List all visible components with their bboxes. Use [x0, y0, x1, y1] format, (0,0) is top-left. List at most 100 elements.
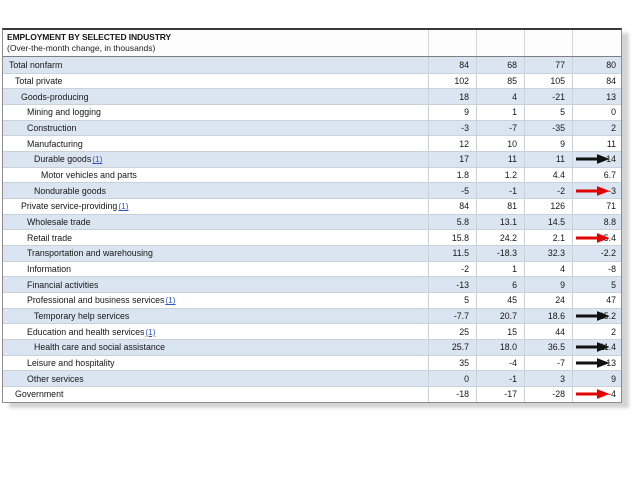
column-header-cell-4 — [573, 30, 621, 56]
value-month-4: 80 — [606, 59, 616, 70]
value-cell-month-2: 13.1 — [477, 214, 525, 230]
value-month-4: 11 — [606, 138, 616, 149]
industry-label-cell: Transportation and warehousing — [3, 246, 429, 261]
value-month-2: 6 — [512, 279, 517, 290]
industry-label: Motor vehicles and parts — [41, 170, 137, 181]
value-cell-month-1: 1.8 — [429, 167, 477, 183]
industry-label: Total private — [15, 76, 63, 86]
value-cell-month-4: 14 — [573, 152, 621, 167]
value-cell-month-4: 2 — [573, 324, 621, 339]
table-row: Information -2 1 4 -8 — [3, 260, 621, 277]
value-month-4: 71 — [606, 201, 616, 212]
value-cell-month-3: 9 — [525, 136, 573, 152]
industry-label-cell: Financial activities — [3, 277, 429, 293]
industry-label: Professional and business services — [27, 295, 165, 306]
value-cell-month-2: 81 — [477, 199, 525, 214]
industry-label: Other services — [27, 373, 84, 384]
value-cell-month-2: 4 — [477, 89, 525, 105]
value-cell-month-2: 1.2 — [477, 167, 525, 183]
value-cell-month-4: 5 — [573, 277, 621, 292]
value-month-1: 25 — [459, 326, 469, 337]
value-cell-month-4: 11 — [573, 136, 621, 151]
industry-label: Mining and logging — [27, 107, 101, 118]
industry-label: Health care and social assistance — [34, 342, 166, 353]
value-month-1: 11.5 — [452, 248, 469, 259]
value-month-1: 84 — [459, 201, 469, 212]
value-month-1: 25.7 — [451, 342, 469, 353]
industry-label-cell: Education and health services (1) — [3, 324, 429, 340]
trend-arrow-icon — [576, 185, 610, 196]
value-cell-month-2: 15 — [477, 324, 525, 340]
value-cell-month-1: 9 — [429, 105, 477, 120]
footnote-link[interactable]: (1) — [145, 326, 156, 337]
value-cell-month-3: -2 — [525, 183, 573, 199]
industry-label-cell: Retail trade — [3, 230, 429, 246]
footnote-link[interactable]: (1) — [165, 295, 176, 306]
value-month-1: 5 — [464, 295, 469, 306]
value-month-2: -7 — [509, 123, 517, 134]
value-cell-month-3: -7 — [525, 355, 573, 371]
table-row: Nondurable goods -5 -1 -2 -3 — [3, 182, 621, 199]
industry-label-cell: Construction — [3, 120, 429, 136]
industry-label: Construction — [27, 123, 77, 134]
table-row: Education and health services (1) 25 15 4… — [3, 323, 621, 340]
value-month-1: -5 — [461, 185, 469, 196]
value-cell-month-1: 5 — [429, 293, 477, 308]
industry-label-cell: Total private — [3, 73, 429, 89]
industry-label-cell: Motor vehicles and parts — [3, 167, 429, 183]
industry-label-cell: Private service-providing (1) — [3, 199, 429, 214]
value-cell-month-4: 2 — [573, 121, 621, 136]
footnote-link[interactable]: (1) — [92, 154, 103, 165]
industry-label-cell: Information — [3, 261, 429, 277]
value-month-1: 5.8 — [456, 217, 469, 228]
industry-label-cell: Nondurable goods — [3, 183, 429, 199]
table-header-label-cell: EMPLOYMENT BY SELECTED INDUSTRY (Over-th… — [3, 30, 429, 56]
value-cell-month-3: -21 — [525, 89, 573, 105]
value-cell-month-4: 25.2 — [573, 309, 621, 324]
industry-label: Nondurable goods — [34, 185, 106, 196]
industry-label: Private service-providing — [21, 201, 118, 212]
value-month-3: 9 — [560, 279, 565, 290]
value-cell-month-4: -3 — [573, 183, 621, 198]
industry-label: Total nonfarm — [9, 59, 63, 70]
value-month-4: 0 — [611, 107, 616, 118]
value-month-4: 14 — [606, 154, 616, 165]
value-month-3: -7 — [557, 358, 565, 369]
value-month-3: -21 — [552, 91, 565, 102]
value-cell-month-1: 25.7 — [429, 340, 477, 355]
table-body: Total nonfarm 84 68 77 80 Total private … — [3, 57, 621, 402]
value-month-2: 1 — [512, 264, 517, 275]
table-subtitle: (Over-the-month change, in thousands) — [7, 43, 156, 53]
value-cell-month-1: 0 — [429, 371, 477, 387]
footnote-link[interactable]: (1) — [118, 201, 129, 212]
value-cell-month-2: 1 — [477, 105, 525, 120]
value-cell-month-4: 80 — [573, 57, 621, 73]
value-cell-month-1: 84 — [429, 199, 477, 214]
value-month-3: 11 — [555, 154, 565, 165]
table-row: Financial activities -13 6 9 5 — [3, 276, 621, 293]
value-cell-month-3: 36.5 — [525, 340, 573, 355]
value-month-3: 105 — [550, 76, 565, 86]
value-month-2: 11 — [507, 154, 517, 165]
industry-label: Financial activities — [27, 279, 99, 290]
industry-label: Manufacturing — [27, 138, 83, 149]
value-cell-month-2: 18.0 — [477, 340, 525, 355]
table-row: Professional and business services (1) 5 … — [3, 292, 621, 308]
value-cell-month-2: -18.3 — [477, 246, 525, 261]
value-cell-month-4: 13 — [573, 356, 621, 371]
value-cell-month-2: -7 — [477, 120, 525, 136]
value-month-4: 6.7 — [603, 170, 616, 181]
table-title: EMPLOYMENT BY SELECTED INDUSTRY — [7, 32, 172, 42]
value-month-2: 85 — [507, 76, 517, 86]
value-month-2: 24.2 — [499, 232, 517, 243]
table-row: Motor vehicles and parts 1.8 1.2 4.4 6.7 — [3, 166, 621, 183]
value-cell-month-3: 24 — [525, 293, 573, 308]
industry-label-cell: Durable goods (1) — [3, 152, 429, 167]
value-cell-month-1: 25 — [429, 324, 477, 340]
value-month-4: 8.8 — [603, 217, 616, 228]
value-cell-month-4: 11.4 — [573, 340, 621, 355]
value-cell-month-1: 35 — [429, 355, 477, 371]
value-month-3: -35 — [552, 123, 565, 134]
industry-label-cell: Government — [3, 387, 429, 402]
value-cell-month-2: 10 — [477, 136, 525, 152]
